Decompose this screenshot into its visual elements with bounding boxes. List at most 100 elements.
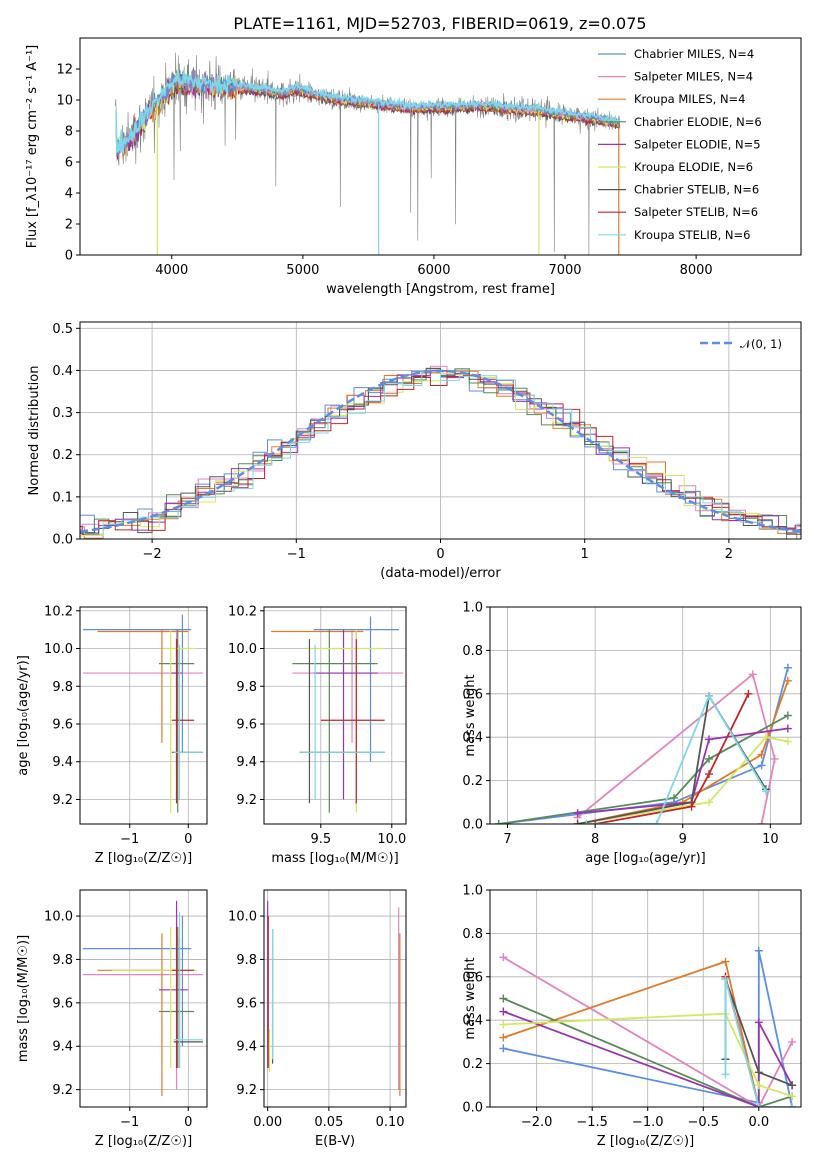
mass-weight-point	[652, 820, 661, 824]
x-tick-label: −1	[120, 1115, 139, 1130]
x-tick-label: 0.10	[376, 1115, 405, 1130]
mass-weight-point	[721, 974, 730, 983]
y-tick-label: 10	[56, 94, 73, 109]
age_vs_mass-plot	[271, 616, 404, 813]
mass-weight-point	[499, 953, 508, 962]
x-tick-label: 0	[184, 832, 192, 847]
x-tick-label: 0.0	[748, 1115, 769, 1130]
y-tick-label: 0.4	[462, 731, 483, 746]
y-tick-label: 9.8	[236, 680, 257, 695]
x-tick-label: 7000	[548, 263, 581, 278]
x-tick-label: 5000	[286, 263, 319, 278]
y-tick-label: 1.0	[462, 884, 483, 899]
y-tick-label: 9.8	[52, 680, 73, 695]
legend-label: Salpeter MILES, N=4	[634, 70, 753, 84]
axes-frame	[79, 37, 802, 256]
mass-weight-point	[499, 1033, 508, 1042]
y-tick-label: 9.4	[236, 1040, 257, 1055]
mass-weight-point	[705, 735, 714, 744]
mass-weight-point	[788, 1081, 797, 1090]
mass-weight-line	[503, 1012, 793, 1098]
x-axis-label: Z [log₁₀(Z/Z☉)]	[597, 1134, 694, 1149]
x-tick-label: −2	[143, 547, 162, 562]
mass_weight_vs_Z-axes: −2.0 −1.5 −1.0 −0.5 0.0 0.0 0.2 0.4 0.6 0.8 1.0 Z […	[462, 884, 802, 1149]
y-tick-label: 0.6	[462, 687, 483, 702]
y-tick-label: 9.6	[236, 717, 257, 732]
y-tick-label: 9.6	[52, 717, 73, 732]
legend-label: Kroupa STELIB, N=6	[634, 228, 751, 242]
y-tick-label: 0.8	[462, 927, 483, 942]
mass-weight-point	[761, 733, 770, 742]
y-tick-label: 0	[65, 249, 73, 264]
x-tick-label: 0	[436, 547, 444, 562]
mass-weight-line	[577, 736, 789, 824]
legend-label: Chabrier STELIB, N=6	[634, 183, 759, 197]
y-tick-label: 10.0	[44, 910, 73, 925]
x-axis-label: Z [log₁₀(Z/Z☉)]	[95, 1134, 192, 1149]
y-tick-label: 0.5	[52, 322, 73, 337]
legend-label: Chabrier ELODIE, N=6	[634, 115, 762, 129]
y-tick-label: 0.0	[462, 818, 483, 833]
residual-histogram-step	[80, 370, 801, 534]
x-tick-label: −0.5	[687, 1115, 719, 1130]
mass_vs_Z-axes: −1 0 9.2 9.4 9.6 9.8 10.0 Z [log₁₀(Z/Z☉)] mass […	[16, 889, 208, 1149]
y-axis-label: mass weight	[463, 674, 478, 756]
y-axis-label: Flux [f_λ10⁻¹⁷ erg cm⁻² s⁻¹ A⁻¹]	[25, 45, 40, 249]
mass-weight-point	[754, 1081, 763, 1090]
y-tick-label: 10.0	[228, 910, 257, 925]
legend-label: Kroupa MILES, N=4	[634, 92, 746, 106]
x-tick-label: 0	[184, 1115, 192, 1130]
y-tick-label: 0.0	[462, 1101, 483, 1116]
mass-weight-point	[754, 1068, 763, 1077]
x-axis-label: (data-model)/error	[380, 566, 501, 581]
mass-weight-point	[573, 820, 582, 824]
legend-label: 𝒩(0, 1)	[740, 337, 782, 351]
y-tick-label: 9.8	[52, 953, 73, 968]
y-tick-label: 0.2	[462, 1057, 483, 1072]
x-tick-label: −1.0	[632, 1115, 664, 1130]
mass-weight-point	[582, 820, 591, 824]
spectrum-axes: 4000 5000 6000 7000 8000 0 2 4 6 8 10 12 wavelength …	[25, 37, 802, 297]
mass-weight-line	[498, 714, 789, 824]
mass-weight-point	[783, 724, 792, 733]
gaussian-reference-curve	[80, 369, 801, 533]
mass_weight_vs_Z-plot	[499, 946, 797, 1107]
axes-frame	[79, 606, 208, 825]
mass-weight-point	[783, 711, 792, 720]
y-axis-label: age [log₁₀(age/yr)]	[16, 655, 31, 776]
x-tick-label: 6000	[417, 263, 450, 278]
y-tick-label: 0.2	[52, 448, 73, 463]
x-axis-label: E(B-V)	[315, 1134, 355, 1149]
y-tick-label: 10.0	[228, 642, 257, 657]
y-tick-label: 4	[65, 187, 73, 202]
y-tick-label: 0.3	[52, 406, 73, 421]
x-tick-label: 4000	[155, 263, 188, 278]
age_vs_mass-axes: 9.5 10.0 9.2 9.4 9.6 9.8 10.0 10.2 mass [log₁₀(M…	[228, 604, 407, 866]
x-tick-label: 10	[762, 832, 779, 847]
mass-weight-point	[757, 761, 766, 770]
mass-weight-point	[591, 820, 600, 824]
y-tick-label: 0.2	[462, 774, 483, 789]
x-tick-label: 10.0	[377, 832, 406, 847]
mass-weight-point	[770, 754, 779, 763]
legend-label: Salpeter STELIB, N=6	[634, 205, 758, 219]
mass-weight-point	[705, 798, 714, 807]
y-tick-label: 10.2	[44, 604, 73, 619]
y-axis-label: mass [log₁₀(M/M☉)]	[16, 935, 31, 1062]
mass-weight-line	[502, 1010, 793, 1107]
mass-weight-point	[783, 663, 792, 672]
mass-weight-point	[783, 676, 792, 685]
x-tick-label: 9.5	[310, 832, 331, 847]
y-tick-label: 10.2	[228, 604, 257, 619]
x-axis-label: mass [log₁₀(M/M☉)]	[271, 851, 398, 866]
mass-weight-line	[594, 693, 750, 824]
axes-frame	[263, 606, 407, 825]
legend-label: Chabrier MILES, N=4	[634, 47, 754, 61]
mass-weight-line	[586, 693, 767, 824]
mass-weight-point	[721, 1070, 730, 1079]
axes-frame	[263, 889, 407, 1108]
y-tick-label: 0.1	[52, 490, 73, 505]
mass_weight_vs_age-plot	[494, 663, 792, 824]
y-tick-label: 9.4	[52, 1040, 73, 1055]
mass-weight-point	[499, 1020, 508, 1029]
